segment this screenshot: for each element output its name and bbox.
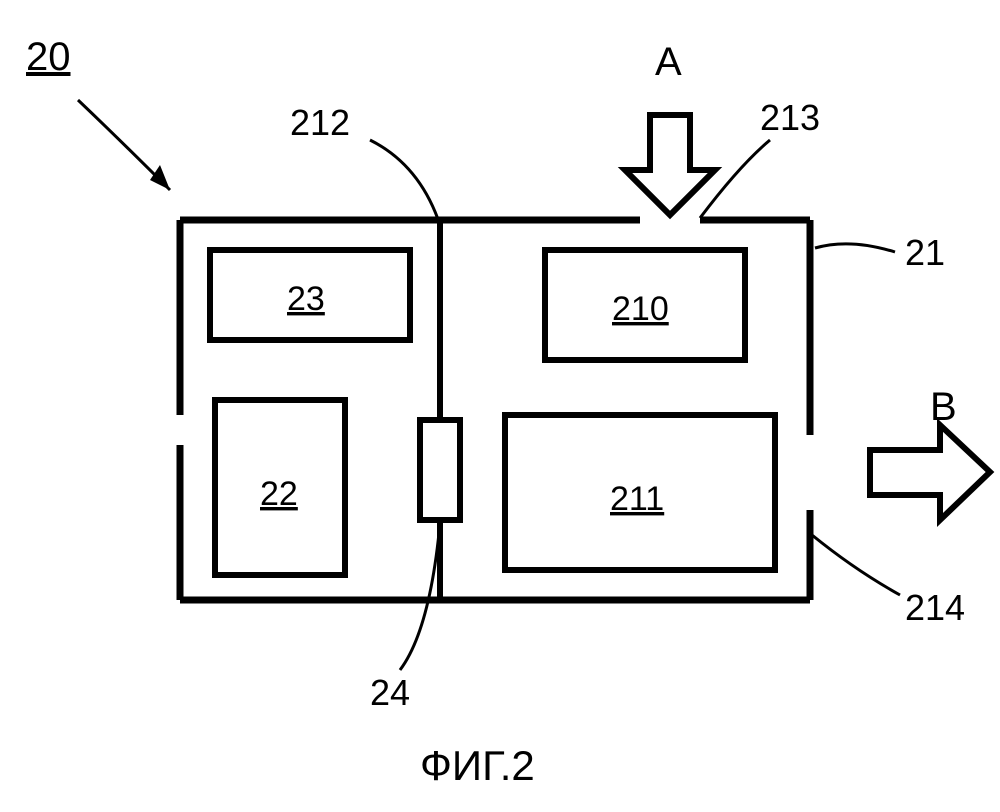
label-213: 213 [760,97,820,138]
figure-caption: ФИГ.2 [420,742,535,789]
arrow-a-label: A [655,40,682,84]
box-22-label: 22 [260,475,298,513]
ref-20-label: 20 [26,35,71,79]
leader-21 [815,244,895,252]
leader-213 [700,140,770,218]
divider-212 [420,222,460,598]
leader-214 [812,535,900,595]
label-212: 212 [290,102,350,143]
arrow-b-label: B [930,385,957,429]
label-21: 21 [905,232,945,273]
label-24: 24 [370,672,410,713]
box-23-label: 23 [287,280,325,318]
leader-212 [370,140,440,225]
outlet-arrow-b [870,425,990,520]
label-214: 214 [905,587,965,628]
box-210-label: 210 [612,290,669,328]
figure-2-diagram: 20 21 212 24 23 22 210 211 [0,0,1000,812]
box-211-label: 211 [610,480,664,518]
inlet-arrow-a [625,115,715,215]
ref-20-pointer [78,100,170,190]
